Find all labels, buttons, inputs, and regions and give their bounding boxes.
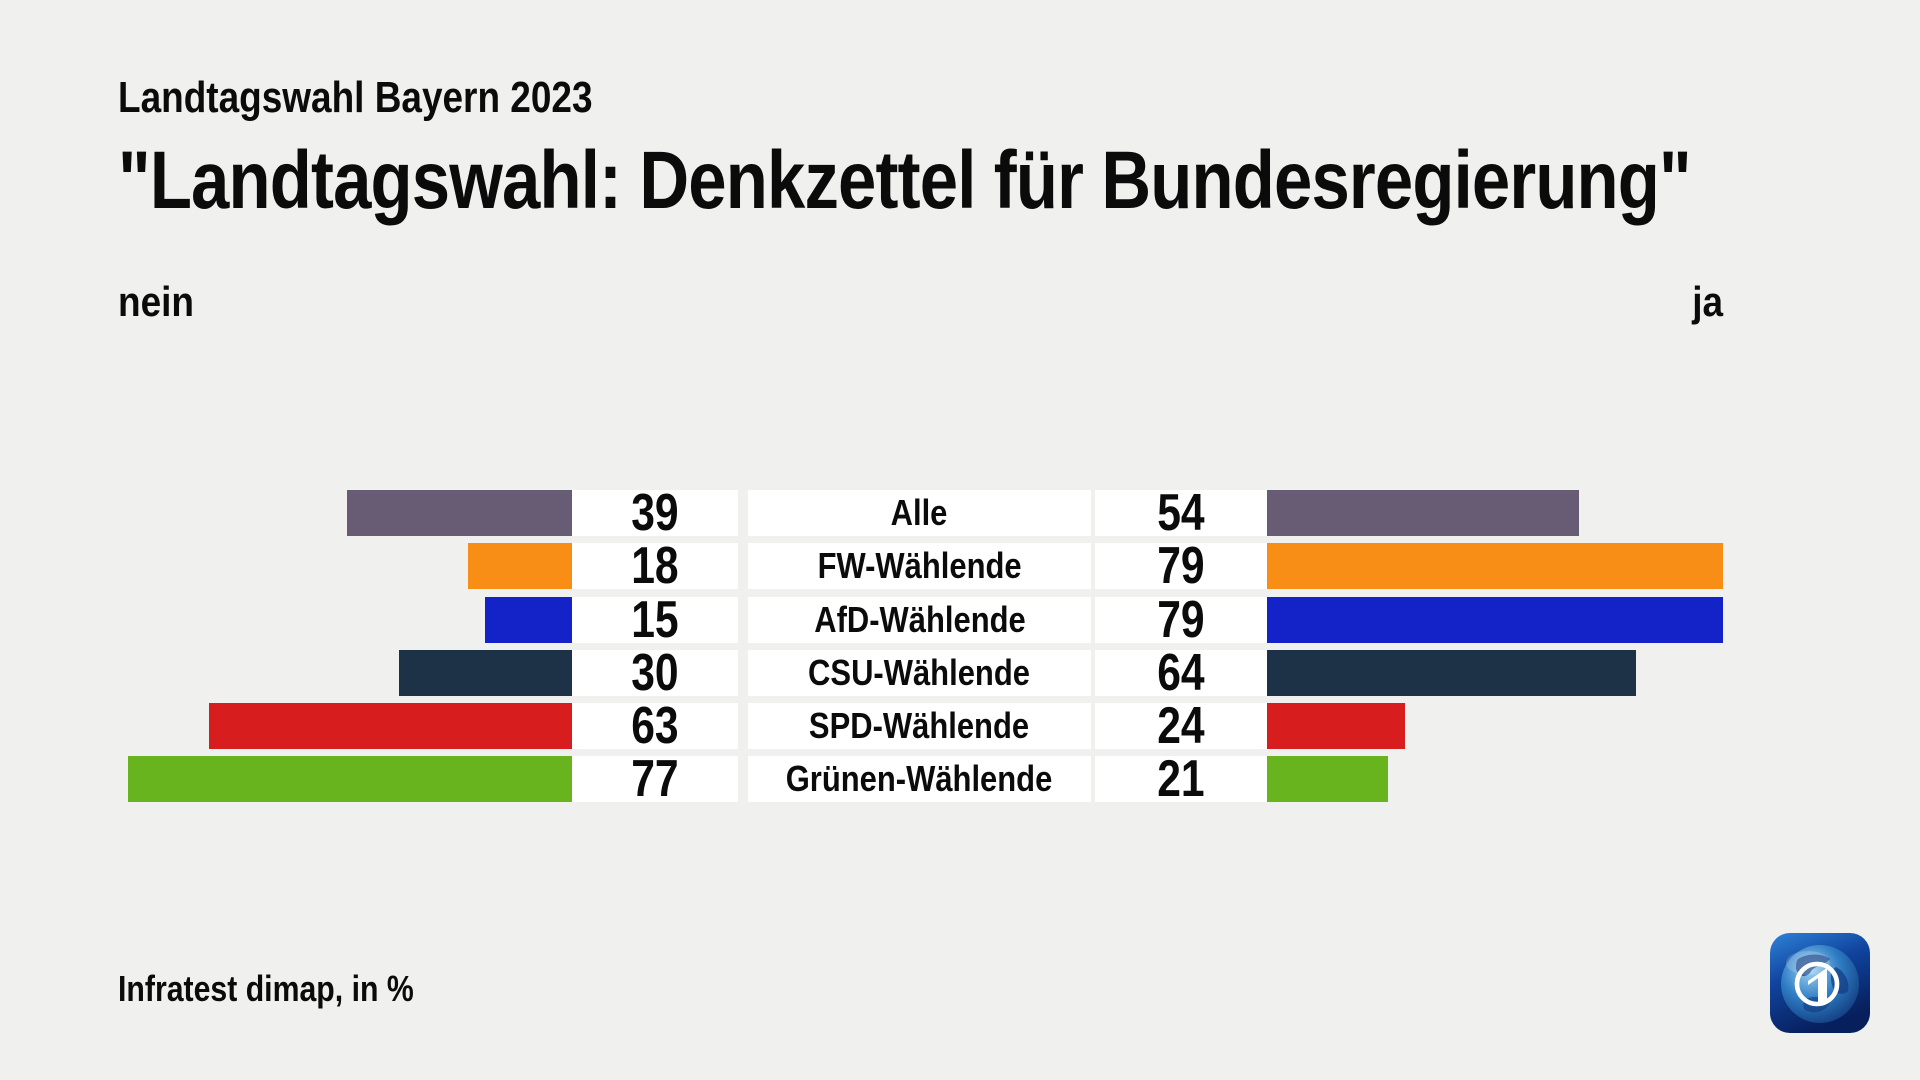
value-ja: 24 — [1157, 697, 1205, 756]
value-nein: 30 — [631, 643, 679, 702]
value-ja: 79 — [1157, 590, 1205, 649]
value-nein: 18 — [631, 537, 679, 596]
value-nein: 15 — [631, 590, 679, 649]
chart-row: 30 CSU-Wählende 64 — [0, 643, 1920, 702]
chart-title: "Landtagswahl: Denkzettel für Bundesregi… — [118, 135, 1920, 226]
value-nein: 77 — [631, 750, 679, 809]
category-cell: SPD-Wählende — [748, 703, 1091, 750]
bar-nein — [485, 596, 572, 643]
category-cell: Alle — [748, 490, 1091, 536]
axis-label-nein-text: nein — [118, 278, 194, 325]
category-cell: CSU-Wählende — [748, 649, 1091, 696]
chart-kicker-text: Landtagswahl Bayern 2023 — [118, 73, 593, 122]
row-label: SPD-Wählende — [809, 705, 1030, 747]
row-label: CSU-Wählende — [808, 651, 1031, 693]
chart-row: 18 FW-Wählende 79 — [0, 537, 1920, 596]
category-cell: FW-Wählende — [748, 543, 1091, 590]
chart-row: 15 AfD-Wählende 79 — [0, 590, 1920, 649]
value-cell-ja: 64 — [1095, 643, 1267, 702]
chart-row: 63 SPD-Wählende 24 — [0, 697, 1920, 756]
chart-title-text: "Landtagswahl: Denkzettel für Bundesregi… — [118, 135, 1692, 226]
value-cell-nein: 39 — [572, 484, 738, 542]
bar-nein — [398, 649, 572, 696]
axis-label-nein: nein — [118, 278, 204, 326]
row-label: Grünen-Wählende — [786, 758, 1053, 800]
value-cell-ja: 24 — [1095, 697, 1267, 756]
value-cell-nein: 15 — [572, 590, 738, 649]
value-cell-ja: 79 — [1095, 537, 1267, 596]
ard-logo — [1770, 933, 1870, 1033]
bar-ja — [1267, 543, 1723, 590]
chart-row: 39 Alle 54 — [0, 484, 1920, 542]
bar-ja — [1267, 756, 1389, 803]
value-cell-ja: 54 — [1095, 484, 1267, 542]
value-cell-ja: 79 — [1095, 590, 1267, 649]
bar-nein — [208, 703, 572, 750]
chart-kicker: Landtagswahl Bayern 2023 — [118, 73, 683, 122]
row-label: FW-Wählende — [817, 545, 1022, 587]
axis-label-ja-text: ja — [1692, 278, 1723, 325]
chart-rows: 39 Alle 54 18 FW-Wählende 79 15 AfD-Wähl… — [0, 484, 1920, 809]
chart-row: 77 Grünen-Wählende 21 — [0, 750, 1920, 809]
value-cell-nein: 77 — [572, 750, 738, 809]
value-ja: 79 — [1157, 537, 1205, 596]
value-ja: 21 — [1157, 750, 1205, 809]
axis-label-ja: ja — [1688, 278, 1723, 326]
value-cell-nein: 30 — [572, 643, 738, 702]
category-cell: Grünen-Wählende — [748, 756, 1091, 803]
source-note-text: Infratest dimap, in % — [118, 968, 414, 1009]
value-cell-ja: 21 — [1095, 750, 1267, 809]
bar-ja — [1267, 649, 1637, 696]
bar-nein — [346, 490, 572, 536]
value-ja: 54 — [1157, 484, 1205, 542]
bar-nein — [468, 543, 572, 590]
bar-nein — [127, 756, 572, 803]
value-nein: 39 — [631, 484, 679, 542]
source-note: Infratest dimap, in % — [118, 968, 470, 1010]
bar-ja — [1267, 596, 1723, 643]
value-nein: 63 — [631, 697, 679, 756]
category-cell: AfD-Wählende — [748, 596, 1091, 643]
row-label: AfD-Wählende — [813, 598, 1026, 640]
value-ja: 64 — [1157, 643, 1205, 702]
bar-ja — [1267, 490, 1579, 536]
value-cell-nein: 18 — [572, 537, 738, 596]
ard-globe-icon — [1770, 933, 1870, 1033]
value-cell-nein: 63 — [572, 697, 738, 756]
bar-ja — [1267, 703, 1406, 750]
row-label: Alle — [891, 492, 948, 533]
